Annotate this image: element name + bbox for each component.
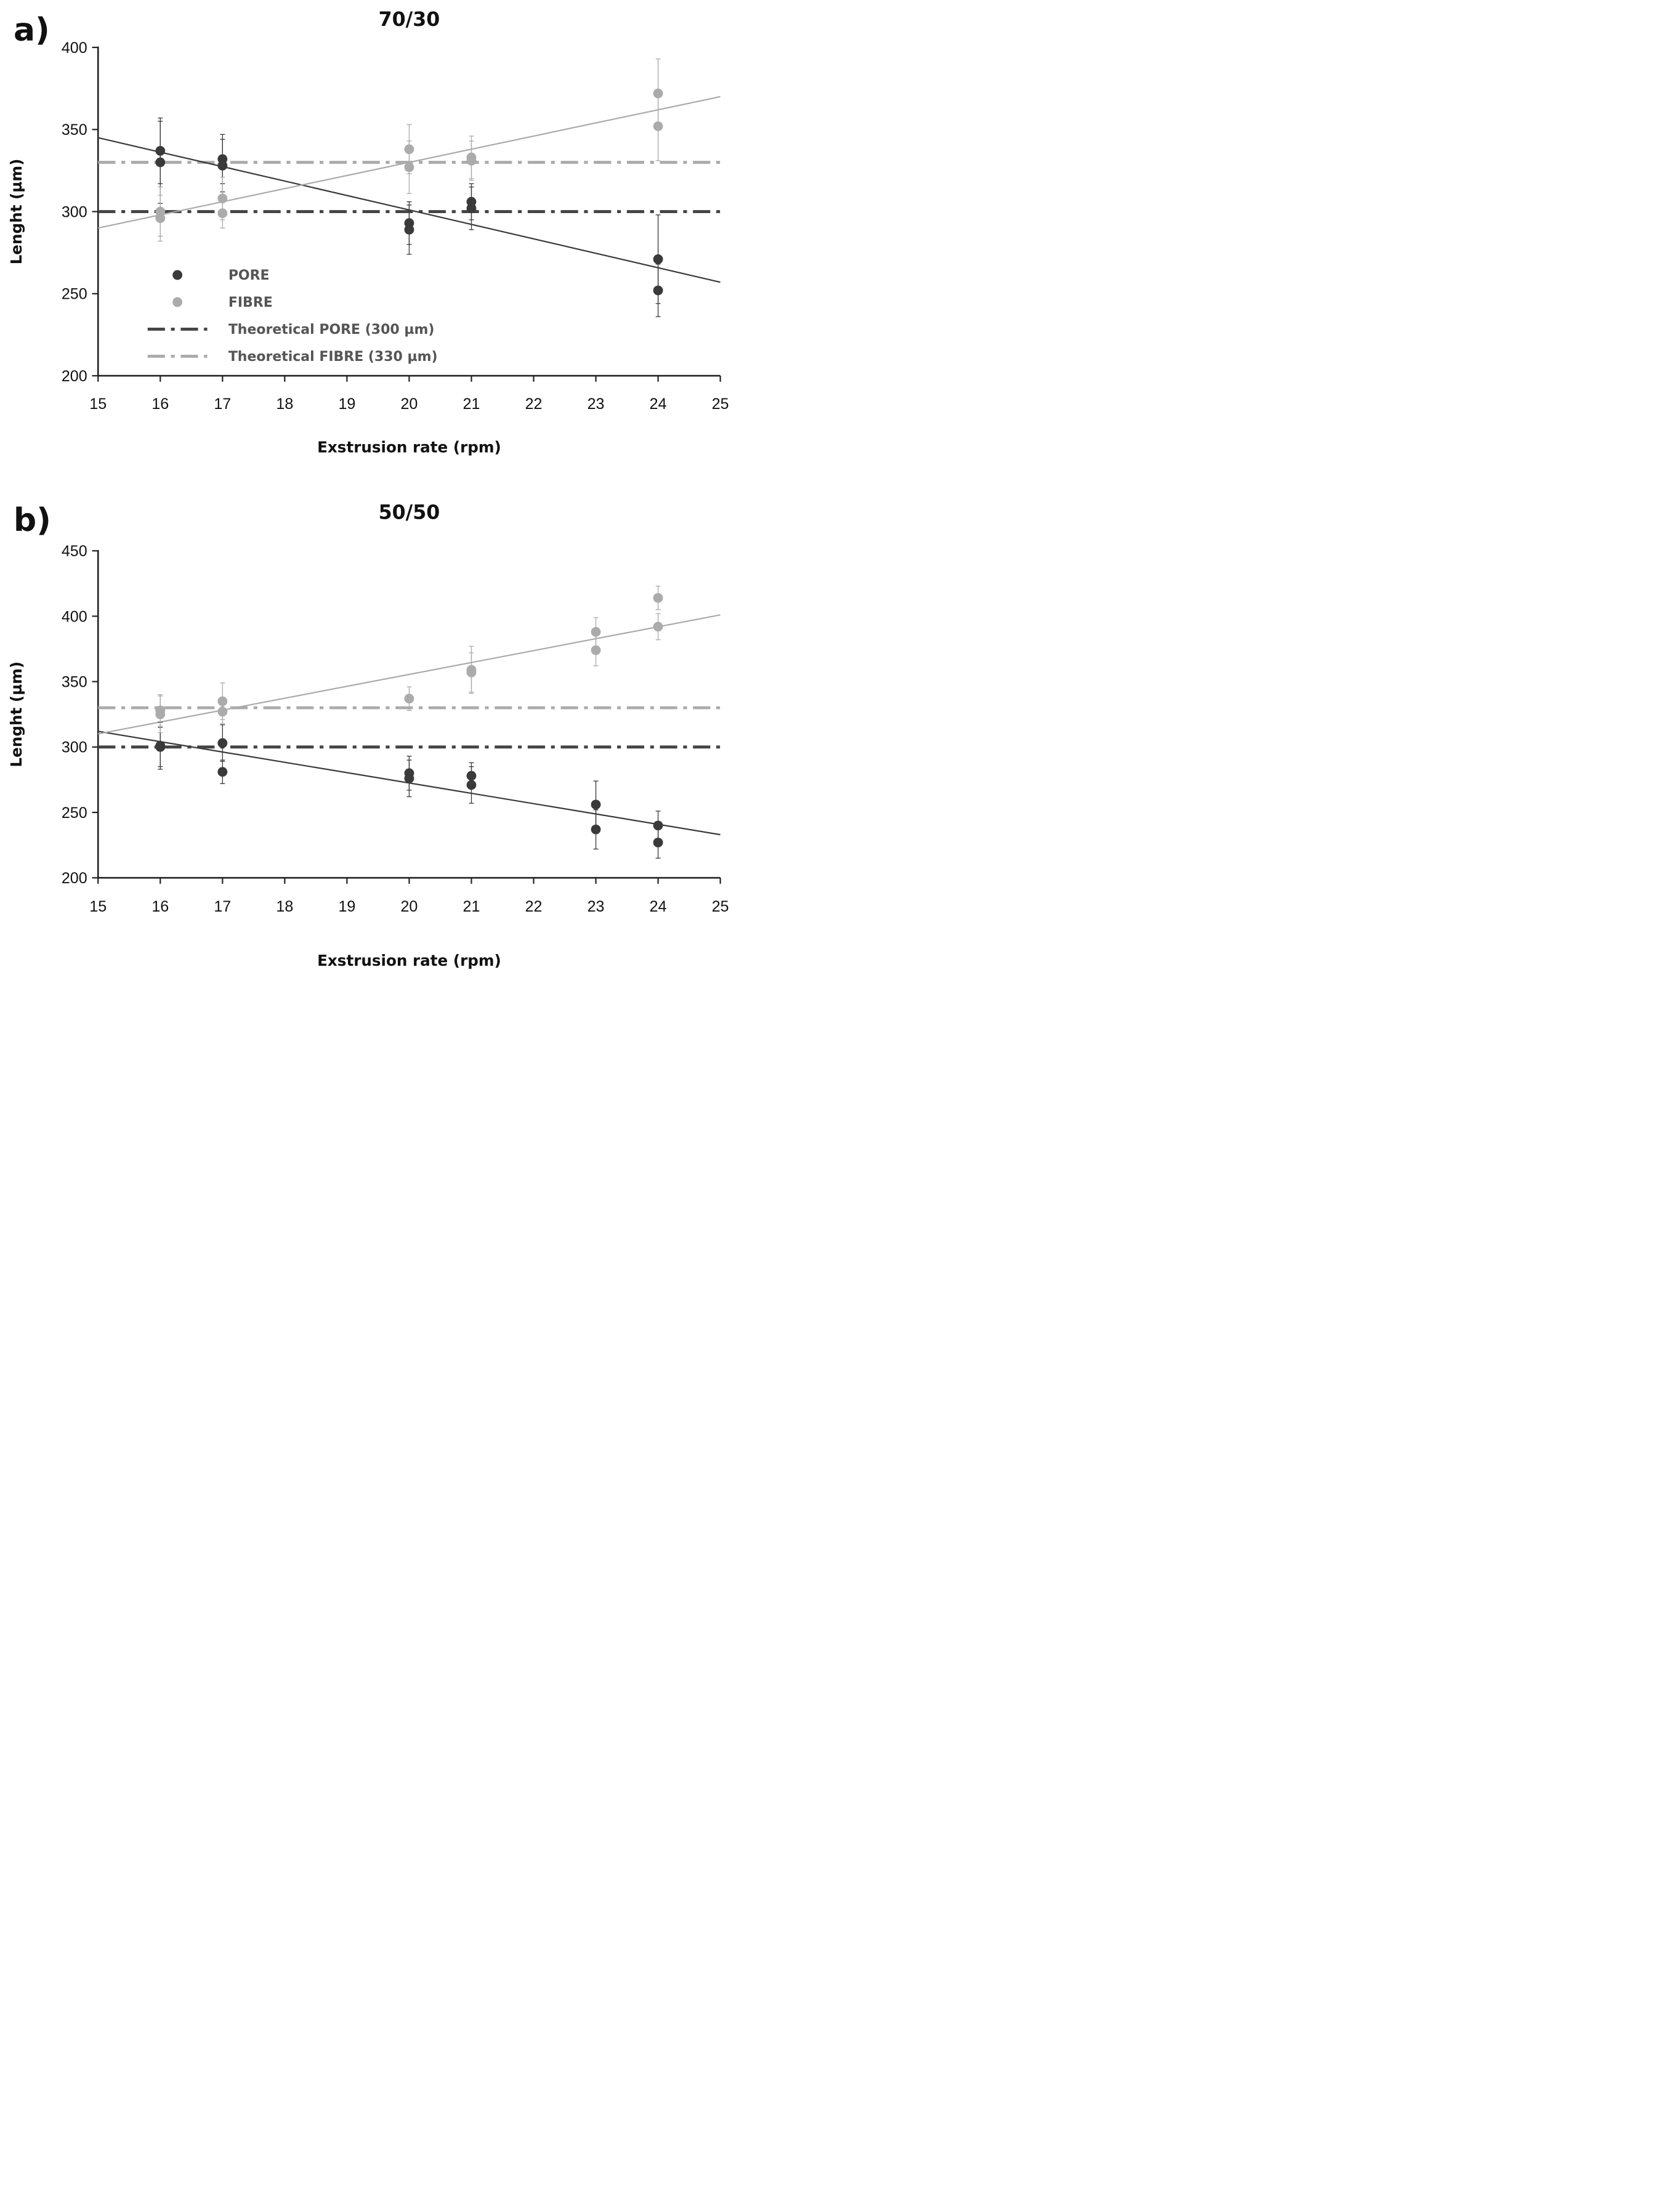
data-point [653, 621, 663, 632]
x-tick-label: 19 [338, 898, 355, 915]
x-tick-label: 21 [463, 395, 480, 413]
x-tick-label: 15 [89, 898, 107, 915]
x-tick-label: 24 [650, 395, 667, 413]
legend-label: FIBRE [228, 295, 273, 310]
x-tick-label: 25 [712, 395, 729, 413]
trend-line [98, 614, 721, 735]
figure-canvas: a) 70/30 200 250 300 350 400 15 16 17 18 19 20 21 22 23… [7, 9, 729, 969]
data-point [653, 254, 663, 264]
y-tick-label: 400 [62, 39, 87, 57]
x-tick-label: 24 [650, 898, 667, 915]
chart-panel-1: a) 70/30 200 250 300 350 400 15 16 17 18 19 20 21 22 23… [7, 9, 729, 456]
x-tick-label: 15 [89, 395, 107, 413]
x-axis-title: Exstrusion rate (rpm) [317, 952, 501, 969]
data-point [653, 285, 663, 296]
x-tick-label: 20 [400, 898, 418, 915]
y-tick-label: 350 [62, 673, 87, 690]
x-tick-label: 18 [276, 898, 293, 915]
y-tick-label: 200 [62, 870, 87, 887]
data-point [217, 738, 228, 748]
legend-marker [172, 297, 183, 307]
y-tick-label: 250 [62, 804, 87, 822]
data-point [155, 709, 166, 719]
data-point [404, 224, 414, 235]
data-point [217, 208, 228, 219]
y-tick-label: 250 [62, 286, 87, 303]
y-tick-label: 450 [62, 543, 87, 560]
x-tick-label: 22 [525, 395, 543, 413]
legend-marker [172, 270, 183, 280]
chart-panel-2: b) 50/50 200 250 300 350 400 450 15 16 17 18 19 20 21 2… [7, 501, 729, 969]
x-axis-title: Exstrusion rate (rpm) [317, 439, 501, 456]
data-point [155, 213, 166, 224]
panel-label: a) [14, 12, 50, 49]
data-point [653, 593, 663, 603]
legend-label: Theoretical PORE (300 µm) [228, 322, 435, 338]
x-tick-label: 16 [151, 395, 169, 413]
x-tick-label: 22 [525, 898, 543, 915]
data-point [404, 773, 414, 783]
data-point [591, 799, 601, 810]
data-point [155, 742, 166, 752]
data-point [653, 837, 663, 848]
x-tick-label: 17 [214, 395, 231, 413]
data-point [466, 155, 477, 166]
y-tick-label: 350 [62, 121, 87, 139]
data-point [466, 203, 477, 214]
panel-label: b) [14, 502, 51, 539]
x-tick-label: 19 [338, 395, 355, 413]
data-point [217, 706, 228, 717]
x-tick-label: 23 [588, 395, 605, 413]
data-point [591, 645, 601, 655]
chart-title: 50/50 [379, 501, 440, 524]
y-axis-title: Lenght (µm) [7, 159, 25, 265]
y-tick-label: 300 [62, 203, 87, 220]
data-point [404, 162, 414, 172]
data-point [466, 667, 477, 678]
data-point [653, 820, 663, 831]
data-point [155, 157, 166, 168]
data-point [466, 780, 477, 790]
y-tick-label: 400 [62, 608, 87, 625]
chart-title: 70/30 [379, 9, 440, 31]
y-tick-label: 300 [62, 739, 87, 756]
legend-label: PORE [228, 268, 270, 283]
x-tick-label: 17 [214, 898, 231, 915]
figure-root: a) 70/30 200 250 300 350 400 15 16 17 18 19 20 21 22 23… [0, 0, 739, 970]
y-tick-label: 200 [62, 368, 87, 385]
x-tick-label: 18 [276, 395, 293, 413]
data-point [217, 160, 228, 171]
data-point [404, 694, 414, 704]
data-point [653, 121, 663, 131]
x-tick-label: 21 [463, 898, 480, 915]
x-tick-label: 23 [588, 898, 605, 915]
x-tick-label: 25 [712, 898, 729, 915]
legend-label: Theoretical FIBRE (330 µm) [228, 349, 438, 365]
data-point [591, 824, 601, 835]
x-tick-label: 16 [151, 898, 169, 915]
legend: PORE FIBRE Theoretical PORE (300 µm) Theore… [147, 268, 438, 365]
y-axis-title: Lenght (µm) [7, 662, 25, 767]
x-tick-label: 20 [400, 395, 418, 413]
data-point [217, 767, 228, 777]
